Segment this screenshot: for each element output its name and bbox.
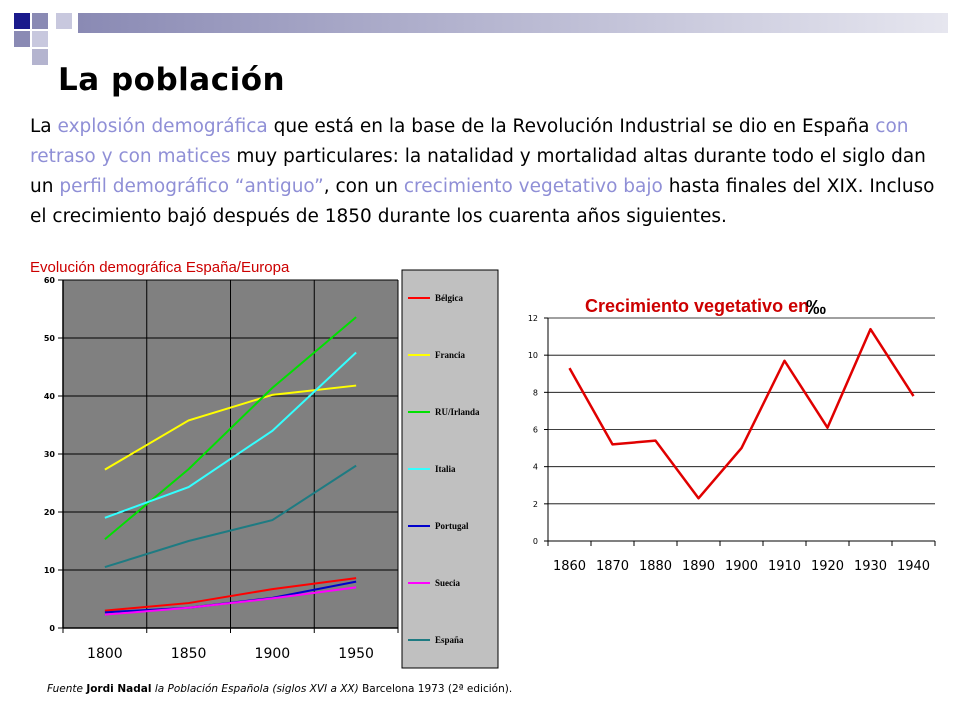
legend-label: España xyxy=(435,635,464,645)
y-tick-label: 0 xyxy=(49,624,55,633)
series-line-5 xyxy=(104,586,357,616)
x-tick-label: 1860 xyxy=(553,559,586,574)
source-note: Fuente Jordi Nadal la Población Española… xyxy=(47,683,512,695)
header-square-lilac xyxy=(32,13,48,29)
intro-highlight: con retraso y con matices xyxy=(30,116,909,167)
source-work: la Población Española (siglos XVI a XX) xyxy=(154,683,359,695)
page-title: La población xyxy=(58,62,286,98)
x-tick-label: 1910 xyxy=(768,559,801,574)
x-tick-label: 1850 xyxy=(171,646,207,662)
intro-text: hasta finales del XIX. Incluso el crecim… xyxy=(30,176,935,227)
series-line-6 xyxy=(104,464,357,569)
y-tick-label: 40 xyxy=(44,392,56,401)
y-tick-label: 60 xyxy=(44,276,56,285)
y-tick-label: 10 xyxy=(44,566,56,575)
x-tick-label: 1890 xyxy=(682,559,715,574)
source-author: Jordi Nadal xyxy=(86,683,152,695)
y-tick-label: 30 xyxy=(44,450,56,459)
series-line-0 xyxy=(104,577,357,612)
y-tick-label: 50 xyxy=(44,334,56,343)
x-tick-label: 1940 xyxy=(897,559,930,574)
y-tick-label: 10 xyxy=(528,351,538,360)
intro-paragraph: La explosión demográfica que está en la … xyxy=(30,112,945,232)
x-tick-label: 1950 xyxy=(338,646,374,662)
legend-label: Italia xyxy=(435,464,456,474)
header-square-lilac-2 xyxy=(14,31,30,47)
chart-natural-growth: 0 2 4 6 8 10 12 1860 1870 1880 1890 1900 1910 1920 193… xyxy=(528,296,936,574)
y-tick-label: 4 xyxy=(533,463,538,472)
series-line-2 xyxy=(104,316,357,541)
x-tick-label: 1930 xyxy=(854,559,887,574)
y-tick-label: 20 xyxy=(44,508,56,517)
legend-label: Suecia xyxy=(435,578,461,588)
chart-title: Crecimiento vegetativo en xyxy=(585,296,809,316)
header-square-pale-3 xyxy=(56,13,72,29)
y-tick-label: 12 xyxy=(528,314,538,323)
intro-text: muy particulares: la natalidad y mortali… xyxy=(30,146,926,197)
x-tick-label: 1900 xyxy=(255,646,291,662)
y-tick-label: 0 xyxy=(533,537,538,546)
legend-label: RU/Irlanda xyxy=(435,407,480,417)
header-square-pale xyxy=(32,31,48,47)
intro-text: La xyxy=(30,116,58,137)
legend-label: Francia xyxy=(435,350,465,360)
intro-text: , con un xyxy=(323,176,404,197)
chart-title-unit: ‰ xyxy=(806,297,826,319)
legend-label: Bélgica xyxy=(435,293,463,303)
source-details: Barcelona 1973 (2ª edición). xyxy=(362,683,513,695)
header-square-navy xyxy=(14,13,30,29)
intro-text: que está en la base de la Revolución Ind… xyxy=(267,116,876,137)
header-square-pale-2 xyxy=(32,49,48,65)
intro-highlight: perfil demográfico “antiguo” xyxy=(59,176,324,197)
x-tick-label: 1870 xyxy=(596,559,629,574)
series-line-0 xyxy=(568,327,915,500)
intro-highlight: crecimiento vegetativo bajo xyxy=(403,176,663,197)
x-tick-label: 1900 xyxy=(725,559,758,574)
intro-highlight: explosión demográfica xyxy=(57,116,268,137)
legend-label: Portugal xyxy=(435,521,469,531)
y-tick-label: 6 xyxy=(533,426,538,435)
chart-title: Evolución demográfica España/Europa xyxy=(30,259,290,276)
x-tick-label: 1880 xyxy=(639,559,672,574)
y-tick-label: 8 xyxy=(533,388,538,397)
chart-population: 0 10 20 30 40 50 60 1800 1850 1900 1950 Evolución d… xyxy=(30,259,499,669)
x-tick-label: 1800 xyxy=(87,646,123,662)
y-tick-label: 2 xyxy=(533,500,538,509)
series-line-1 xyxy=(104,384,357,471)
series-line-3 xyxy=(104,351,357,519)
source-prefix: Fuente xyxy=(47,683,83,695)
x-tick-label: 1920 xyxy=(811,559,844,574)
header-bar xyxy=(78,13,948,33)
